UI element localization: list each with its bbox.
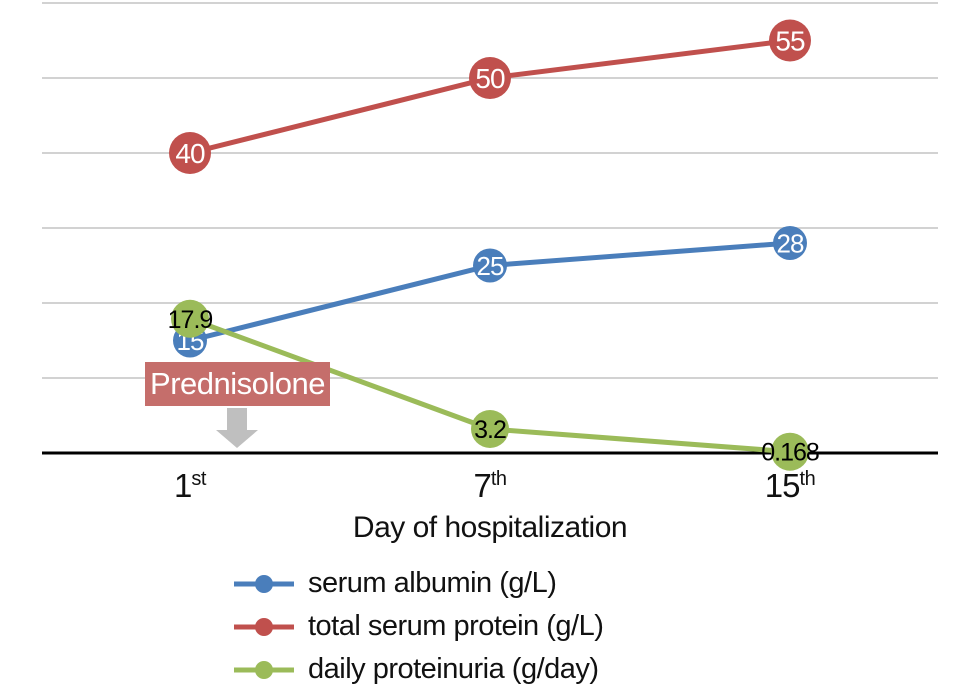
legend-label-daily-proteinuria: daily proteinuria (g/day) <box>308 653 599 685</box>
marker-label-series2-point0: 17.9 <box>168 306 213 334</box>
marker-label-series2-point1: 3.2 <box>474 416 506 444</box>
x-tick-day-1: 1st <box>130 467 250 505</box>
marker-label-series0-point1: 25 <box>477 251 504 281</box>
x-tick-day-7: 7th <box>430 467 550 505</box>
legend-item-serum-albumin: serum albumin (g/L) <box>233 562 603 605</box>
marker-label-series1-point1: 50 <box>475 63 505 94</box>
marker-series1-point2 <box>769 19 811 62</box>
legend-marker-serum-albumin-icon <box>234 574 294 593</box>
down-arrow-icon <box>216 408 258 448</box>
x-tick-day-1-number: 1 <box>174 467 192 504</box>
prednisolone-annotation: Prednisolone <box>145 362 330 406</box>
marker-series1-point1 <box>469 57 511 99</box>
x-axis-title: Day of hospitalization <box>352 511 628 544</box>
marker-label-series0-point2: 28 <box>777 228 804 258</box>
marker-label-series1-point2: 55 <box>775 26 805 57</box>
marker-series0-point1 <box>473 248 507 283</box>
marker-series2-point1 <box>471 410 509 448</box>
x-tick-day-1-ordinal: st <box>191 468 206 490</box>
x-tick-day-15-ordinal: th <box>799 468 816 490</box>
marker-label-series2-point2: 0.168 <box>761 439 819 467</box>
legend-marker-total-serum-protein-icon <box>234 617 294 636</box>
x-tick-day-15-number: 15 <box>764 467 801 504</box>
marker-series2-point2 <box>771 432 809 471</box>
x-tick-day-15: 15th <box>730 467 850 505</box>
marker-series2-point0 <box>171 299 209 338</box>
x-tick-day-7-ordinal: th <box>490 468 507 490</box>
legend-item-total-serum-protein: total serum protein (g/L) <box>233 605 604 648</box>
legend-label-total-serum-protein: total serum protein (g/L) <box>308 610 604 642</box>
x-tick-day-7-number: 7 <box>473 467 491 504</box>
legend-item-daily-proteinuria: daily proteinuria (g/day) <box>233 648 603 689</box>
legend-marker-daily-proteinuria-icon <box>234 660 294 679</box>
legend-label-serum-albumin: serum albumin (g/L) <box>308 567 557 599</box>
legend: serum albumin (g/L) total serum protein … <box>233 562 604 689</box>
marker-label-series1-point0: 40 <box>175 138 205 169</box>
marker-series0-point2 <box>773 226 807 260</box>
marker-series1-point0 <box>169 132 211 174</box>
